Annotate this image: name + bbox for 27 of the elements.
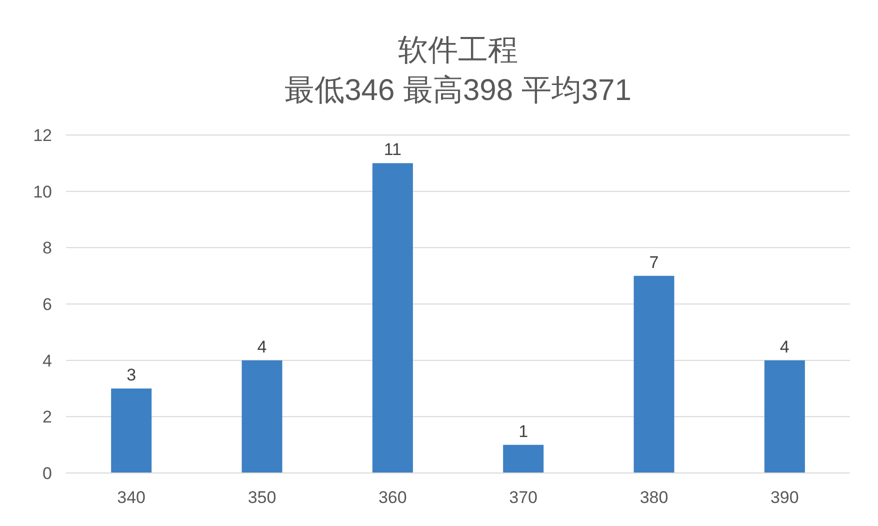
data-label: 4 (257, 337, 267, 356)
x-tick-label: 380 (640, 488, 668, 507)
y-tick-label: 4 (42, 351, 52, 370)
x-tick-label: 340 (117, 488, 146, 507)
x-tick-label: 350 (248, 488, 276, 507)
x-tick-label: 360 (378, 488, 407, 507)
bar (372, 163, 413, 473)
data-label: 11 (384, 140, 402, 160)
x-tick-label: 370 (509, 488, 538, 507)
bar (634, 276, 674, 473)
chart-subtitle: 最低346 最高398 平均371 (284, 74, 632, 107)
bar (111, 388, 152, 473)
bar (242, 360, 282, 473)
data-label: 1 (518, 422, 528, 441)
y-tick-label: 0 (42, 464, 52, 483)
y-tick-label: 2 (42, 408, 52, 427)
bar (764, 360, 805, 473)
x-tick-label: 390 (770, 488, 799, 507)
y-tick-label: 6 (42, 294, 52, 314)
data-label: 7 (649, 252, 659, 272)
y-tick-label: 12 (33, 126, 52, 145)
data-label: 4 (780, 337, 790, 356)
chart-title: 软件工程 (398, 34, 518, 67)
y-tick-label: 8 (42, 238, 52, 258)
bar (503, 444, 544, 473)
y-tick-label: 10 (33, 182, 52, 202)
data-label: 3 (126, 366, 136, 384)
